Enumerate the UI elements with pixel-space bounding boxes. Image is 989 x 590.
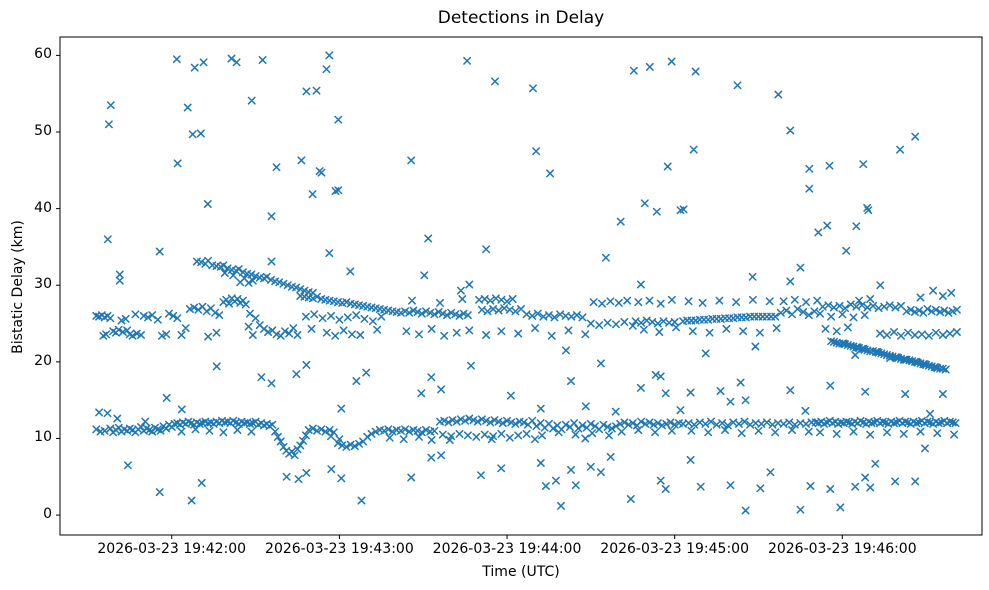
y-tick-label: 30	[34, 276, 52, 293]
y-tick-label: 10	[34, 429, 52, 446]
plot-frame	[59, 36, 983, 536]
y-tick-label: 20	[34, 352, 52, 369]
x-tick-label: 2026-03-23 19:44:00	[432, 541, 582, 557]
y-tick-label: 50	[34, 123, 52, 139]
x-tick-label: 2026-03-23 19:42:00	[97, 541, 247, 557]
x-tick-label: 2026-03-23 19:43:00	[265, 541, 414, 557]
scatter-points	[92, 51, 961, 515]
x-tick-label: 2026-03-23 19:45:00	[600, 541, 749, 557]
axis-tick-marks	[56, 54, 843, 539]
y-tick-label: 0	[43, 506, 52, 523]
x-tick-label: 2026-03-23 19:46:00	[767, 541, 917, 557]
y-tick-label: 40	[34, 199, 52, 216]
chart-title: Detections in Delay	[437, 8, 605, 28]
x-axis-label: Time (UTC)	[482, 564, 560, 580]
y-tick-label: 60	[34, 46, 52, 63]
